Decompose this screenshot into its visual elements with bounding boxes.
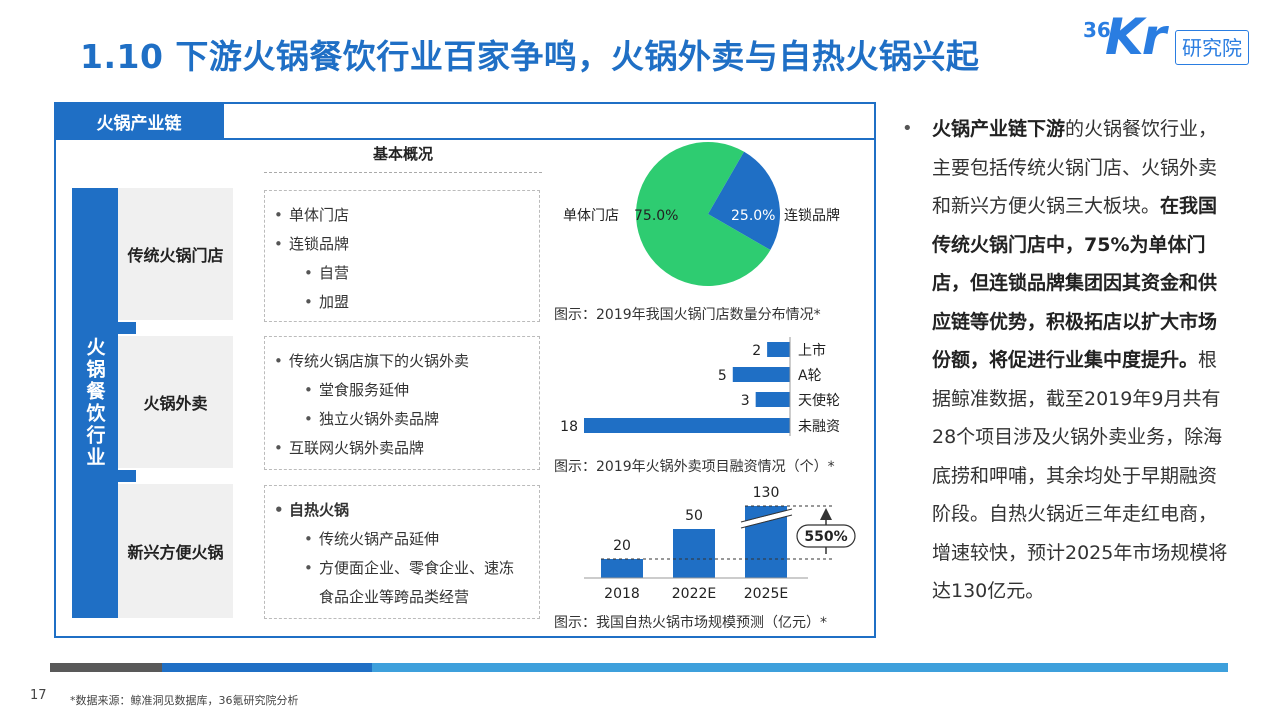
funding-bar	[755, 392, 790, 407]
growth-label: 550%	[804, 529, 847, 545]
panel-tab-underline	[224, 138, 876, 140]
footer-bar-segment	[372, 663, 1228, 672]
category-connector	[118, 470, 136, 482]
charts-area: 75.0% 25.0% 单体门店 连锁品牌 2 上市 5 A轮 3 天使轮 18 未融资 20 201…	[560, 142, 856, 602]
pie-slice	[708, 151, 780, 250]
market-caption: 图示：我国自热火锅市场规模预测（亿元）*	[554, 615, 827, 631]
list-item: 自营	[265, 259, 539, 288]
market-value-label: 130	[753, 485, 780, 501]
market-category-label: 2025E	[744, 586, 788, 602]
axis-break-mark	[740, 514, 793, 529]
pie-caption: 图示：2019年我国火锅门店数量分布情况*	[554, 307, 821, 323]
list-item: 食品企业等跨品类经营	[319, 588, 470, 606]
growth-arrow-head	[820, 508, 832, 520]
overview-box-takeaway: 传统火锅店旗下的火锅外卖 堂食服务延伸 独立火锅外卖品牌 互联网火锅外卖品牌	[264, 336, 540, 470]
summary-bold-1: 火锅产业链下游	[932, 118, 1066, 140]
overview-box-instant: 自热火锅 传统火锅产品延伸 方便面企业、零食企业、速冻 食品企业等跨品类经营	[264, 485, 540, 619]
funding-bar	[584, 418, 790, 433]
pie-value-label: 25.0%	[731, 208, 775, 224]
bullet-icon: •	[902, 118, 913, 139]
data-source-note: *数据来源：鲸准洞见数据库，36氪研究院分析	[70, 694, 299, 707]
list-item: 自热火锅	[265, 496, 539, 525]
list-item: 方便面企业、零食企业、速冻	[265, 554, 539, 583]
side-label-bar: 火锅餐饮行业	[72, 188, 118, 618]
funding-category-label: 上市	[798, 342, 826, 359]
funding-caption: 图示：2019年火锅外卖项目融资情况（个）*	[554, 459, 835, 475]
market-value-label: 50	[685, 508, 703, 524]
market-size-bar-chart: 20 2018 50 2022E 130 2025E 550%	[584, 485, 856, 602]
overview-box-traditional: 单体门店 连锁品牌 自营 加盟	[264, 190, 540, 322]
panel-tab: 火锅产业链	[54, 102, 224, 140]
footer-bar-segment	[162, 663, 372, 672]
axis-break-mark	[740, 509, 793, 528]
summary-text-2: 根据鲸准数据，截至2019年9月共有28个项目涉及火锅外卖业务，除海底捞和呷哺，…	[932, 349, 1228, 602]
list-item: 传统火锅产品延伸	[265, 525, 539, 554]
logo-kr: Kr	[1105, 8, 1166, 66]
list-item: 单体门店	[265, 201, 539, 230]
funding-category-label: A轮	[798, 368, 822, 384]
market-category-label: 2018	[604, 586, 640, 602]
funding-value-label: 5	[718, 368, 727, 384]
pie-value-label: 75.0%	[634, 208, 678, 224]
summary-bold-2: 在我国传统火锅门店中，75%为单体门店，但连锁品牌集团因其资金和供应链等优势，积…	[932, 195, 1218, 371]
category-traditional-store: 传统火锅门店	[118, 188, 233, 320]
pie-category-label: 连锁品牌	[784, 207, 840, 224]
funding-bar	[732, 367, 790, 382]
list-item: 连锁品牌	[265, 230, 539, 259]
funding-value-label: 3	[741, 393, 750, 409]
page-number: 17	[30, 688, 47, 703]
market-category-label: 2022E	[672, 586, 716, 602]
funding-bar	[767, 342, 790, 357]
page-title: 1.10 下游火锅餐饮行业百家争鸣，火锅外卖与自热火锅兴起	[80, 37, 980, 76]
funding-bar-chart: 2 上市 5 A轮 3 天使轮 18 未融资	[560, 337, 840, 436]
logo-number: 36	[1083, 18, 1111, 42]
market-bar	[673, 529, 715, 578]
funding-category-label: 未融资	[798, 419, 840, 435]
overview-divider	[264, 172, 542, 173]
overview-heading: 基本概况	[372, 145, 433, 163]
logo-label: 研究院	[1175, 30, 1249, 65]
summary-text-1: 的火锅餐饮行业，主要包括传统火锅门店、火锅外卖和新兴方便火锅三大板块。	[932, 118, 1218, 217]
store-distribution-pie: 75.0% 25.0% 单体门店 连锁品牌	[563, 142, 840, 286]
pie-category-label: 单体门店	[563, 208, 619, 224]
market-value-label: 20	[613, 538, 631, 554]
axis-break-mark	[740, 508, 793, 523]
list-item: 传统火锅店旗下的火锅外卖	[265, 347, 539, 376]
summary-paragraph: 火锅产业链下游的火锅餐饮行业，主要包括传统火锅门店、火锅外卖和新兴方便火锅三大板…	[932, 110, 1232, 611]
funding-category-label: 天使轮	[798, 392, 840, 409]
list-item: 互联网火锅外卖品牌	[265, 434, 539, 463]
pie-slice	[636, 142, 771, 286]
growth-badge	[796, 524, 856, 548]
list-item: 加盟	[265, 288, 539, 317]
industry-chain-panel	[54, 102, 876, 638]
list-item: 堂食服务延伸	[265, 376, 539, 405]
funding-value-label: 18	[560, 419, 578, 435]
footer-bar-segment	[50, 663, 162, 672]
list-item: 独立火锅外卖品牌	[265, 405, 539, 434]
category-instant-hotpot: 新兴方便火锅	[118, 484, 233, 618]
market-bar	[601, 559, 643, 578]
side-label: 火锅餐饮行业	[83, 337, 106, 469]
category-takeaway: 火锅外卖	[118, 336, 233, 468]
category-connector	[118, 322, 136, 334]
funding-value-label: 2	[752, 343, 761, 359]
